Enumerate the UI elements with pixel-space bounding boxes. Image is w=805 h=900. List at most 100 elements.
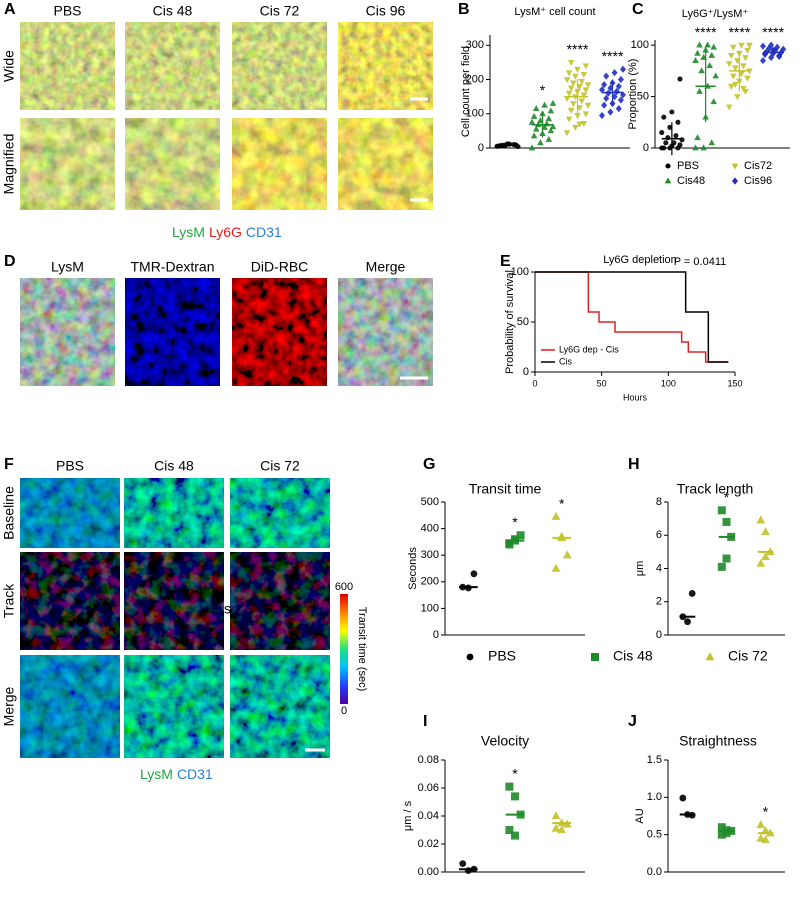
- data-point: [710, 98, 718, 105]
- data-point: [727, 83, 735, 90]
- data-point: [582, 87, 590, 94]
- data-point: [742, 55, 749, 62]
- y-axis-label: Seconds: [407, 547, 419, 590]
- data-point: [694, 49, 701, 56]
- micrograph: [230, 552, 330, 650]
- data-point: [611, 69, 618, 77]
- significance: ****: [602, 48, 624, 64]
- y-tick-label: 100: [466, 108, 484, 120]
- colorbar-title: Transit time (sec): [356, 607, 368, 692]
- data-point: [684, 618, 691, 626]
- data-point: [756, 515, 766, 524]
- micrograph: [20, 478, 120, 548]
- y-tick-label: 0.06: [418, 782, 439, 794]
- legend: LysM Ly6G CD31: [172, 224, 282, 240]
- y-tick-label: 1.5: [647, 754, 662, 766]
- image-label: TMR-Dextran: [130, 259, 214, 275]
- data-point: [620, 65, 626, 73]
- data-point: [511, 831, 519, 840]
- panel-letter: F: [4, 456, 14, 473]
- row-label: Track: [1, 583, 17, 618]
- column-label: Cis 96: [366, 3, 406, 19]
- y-tick-label: 0: [478, 142, 484, 154]
- chart-title: Track length: [677, 481, 754, 497]
- data-point: [528, 118, 536, 125]
- legend-marker: [591, 653, 599, 661]
- y-tick-label: 0: [656, 629, 662, 641]
- y-tick-label: 1.0: [647, 791, 662, 803]
- micrograph: [125, 118, 220, 210]
- data-point: [578, 78, 585, 85]
- data-point: [537, 139, 544, 146]
- significance: ****: [728, 24, 750, 40]
- data-point: [727, 53, 735, 60]
- legend-label: Cis 48: [613, 648, 653, 664]
- data-point: [459, 860, 467, 867]
- data-point: [570, 101, 577, 108]
- data-point: [768, 41, 775, 49]
- data-point: [702, 46, 709, 53]
- data-point: [565, 90, 573, 97]
- data-point: [673, 133, 679, 139]
- x-axis-label: Hours: [623, 392, 648, 402]
- data-point: [551, 511, 561, 520]
- data-point: [567, 85, 575, 92]
- chart-title: Straightness: [679, 733, 757, 749]
- data-point: [615, 105, 622, 113]
- data-point: [665, 135, 671, 141]
- data-point: [530, 112, 538, 119]
- legend-entry: LysM: [172, 224, 205, 240]
- legend-label: PBS: [488, 648, 516, 664]
- y-axis-label: μm: [634, 561, 646, 577]
- y-axis-label: Proportion (%): [627, 59, 639, 130]
- data-point: [696, 87, 703, 94]
- column-label: Cis 48: [154, 458, 194, 474]
- data-point: [603, 72, 610, 80]
- x-tick-label: 50: [597, 378, 607, 388]
- data-point: [688, 590, 696, 597]
- micrograph: [338, 22, 433, 110]
- data-point: [572, 73, 579, 80]
- data-point: [532, 125, 540, 132]
- data-point: [551, 823, 561, 832]
- data-point: [694, 134, 701, 141]
- data-point: [580, 92, 588, 99]
- y-tick-label: 4: [656, 562, 662, 574]
- data-point: [761, 826, 770, 835]
- data-point: [669, 109, 675, 115]
- significance: ****: [567, 41, 589, 57]
- y-tick-label: 50: [517, 316, 529, 328]
- data-point: [679, 794, 687, 802]
- significance: *: [512, 514, 518, 530]
- data-point: [679, 137, 685, 143]
- data-point: [667, 124, 673, 130]
- data-point: [570, 80, 577, 87]
- legend-label: PBS: [677, 160, 699, 172]
- y-tick-label: 0: [523, 366, 529, 378]
- data-point: [582, 63, 590, 70]
- data-point: [563, 95, 571, 102]
- micrograph: [232, 22, 327, 110]
- data-point: [730, 44, 737, 51]
- data-point: [562, 550, 572, 559]
- data-point: [776, 52, 783, 61]
- micrograph: [125, 278, 220, 386]
- y-tick-label: 0.08: [418, 754, 439, 766]
- x-tick-label: 0: [532, 378, 537, 388]
- data-point: [541, 101, 548, 108]
- data-point: [584, 102, 592, 109]
- micrograph: [20, 655, 120, 758]
- y-tick-label: 0: [643, 142, 649, 154]
- data-point: [547, 107, 555, 114]
- legend-marker: [732, 177, 738, 185]
- data-point: [505, 782, 514, 791]
- data-point: [599, 111, 605, 120]
- legend-label: Cis96: [744, 175, 772, 187]
- micrograph: [124, 552, 224, 650]
- y-tick-label: 200: [466, 73, 484, 85]
- survival-line: [535, 271, 729, 363]
- data-point: [700, 144, 707, 151]
- y-axis-label: μm / s: [402, 800, 414, 831]
- column-label: Cis 48: [153, 3, 193, 19]
- y-tick-label: 0.00: [418, 866, 439, 878]
